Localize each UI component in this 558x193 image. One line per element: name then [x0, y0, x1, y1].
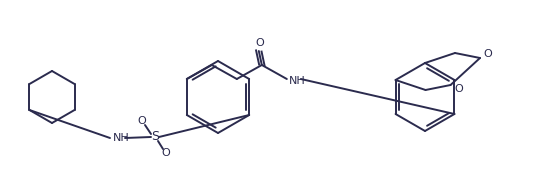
- Text: S: S: [151, 130, 159, 144]
- Text: NH: NH: [289, 76, 306, 86]
- Text: O: O: [484, 49, 492, 59]
- Text: O: O: [162, 148, 170, 158]
- Text: O: O: [256, 38, 264, 48]
- Text: O: O: [138, 116, 146, 126]
- Text: NH: NH: [113, 133, 130, 143]
- Text: O: O: [454, 84, 463, 94]
